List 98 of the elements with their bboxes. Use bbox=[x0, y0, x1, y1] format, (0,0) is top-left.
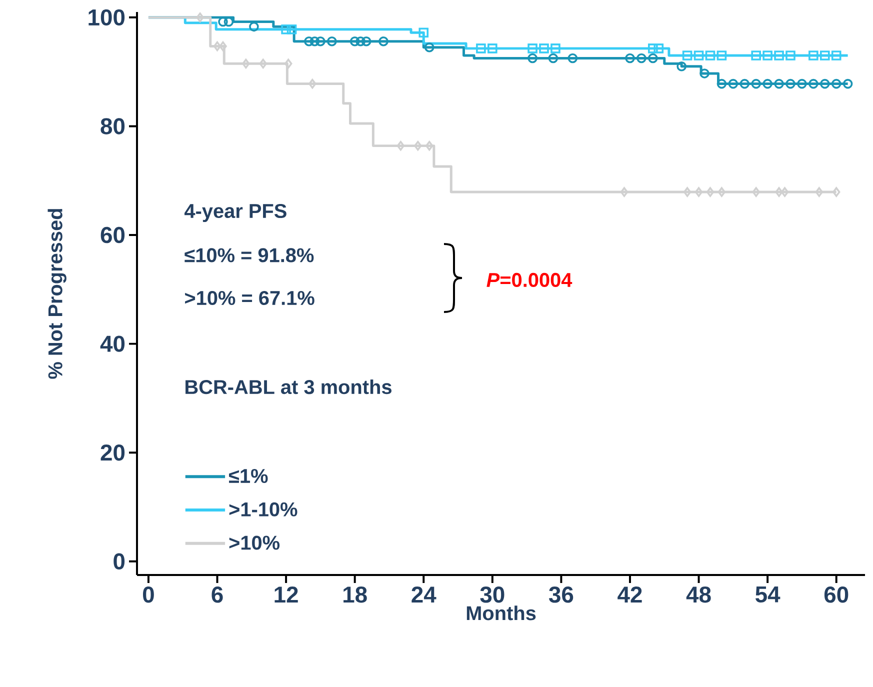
point bbox=[378, 36, 388, 46]
point bbox=[396, 140, 405, 151]
point bbox=[762, 50, 772, 60]
y-tick-label: 100 bbox=[88, 9, 125, 26]
point bbox=[700, 68, 710, 78]
point bbox=[832, 187, 840, 197]
point bbox=[620, 187, 628, 197]
point bbox=[528, 44, 538, 54]
point bbox=[196, 12, 204, 22]
point bbox=[706, 187, 714, 197]
point bbox=[425, 140, 434, 151]
x-tick-label: 30 bbox=[480, 586, 504, 603]
point bbox=[762, 78, 772, 89]
point bbox=[682, 50, 692, 60]
point bbox=[648, 44, 658, 54]
x-tick-label: 6 bbox=[212, 586, 223, 603]
point bbox=[648, 53, 658, 64]
x-tick-label: 0 bbox=[143, 586, 154, 603]
point bbox=[808, 78, 818, 89]
point bbox=[361, 36, 372, 46]
point bbox=[751, 50, 761, 60]
point bbox=[774, 78, 784, 89]
annotation: 4-year PFS bbox=[184, 204, 286, 222]
annotation: ≤10% = 91.8% bbox=[184, 248, 314, 262]
y-axis-title: % Not Progressed bbox=[48, 209, 66, 379]
x-tick-label: 12 bbox=[274, 586, 298, 603]
point bbox=[259, 58, 268, 69]
point bbox=[550, 44, 560, 54]
point bbox=[249, 22, 259, 32]
y-tick-label: 20 bbox=[100, 444, 125, 461]
point bbox=[539, 44, 549, 54]
point bbox=[316, 36, 326, 46]
point bbox=[740, 78, 750, 89]
point bbox=[797, 78, 807, 89]
point bbox=[528, 53, 538, 64]
point bbox=[752, 187, 760, 197]
point bbox=[820, 50, 830, 60]
x-tick-label: 36 bbox=[548, 586, 574, 603]
x-tick-label: 42 bbox=[618, 586, 642, 603]
x-axis-title: Months bbox=[466, 606, 536, 620]
point bbox=[831, 78, 842, 89]
legend-label: >1-10% bbox=[229, 502, 298, 516]
point bbox=[356, 36, 366, 46]
point bbox=[831, 50, 842, 60]
point bbox=[683, 187, 692, 197]
point bbox=[786, 50, 796, 60]
point bbox=[728, 78, 738, 89]
point bbox=[636, 53, 646, 64]
point bbox=[488, 44, 498, 54]
point bbox=[815, 187, 824, 197]
point bbox=[284, 58, 292, 69]
x-tick-label: 48 bbox=[686, 586, 711, 603]
point bbox=[242, 58, 250, 69]
point bbox=[548, 53, 558, 64]
y-tick-label: 60 bbox=[100, 226, 125, 244]
point bbox=[808, 50, 818, 60]
point bbox=[694, 187, 703, 197]
point bbox=[219, 41, 227, 52]
point bbox=[568, 53, 578, 64]
y-tick-label: 0 bbox=[114, 553, 125, 570]
legend-label: >10% bbox=[229, 536, 280, 550]
point bbox=[327, 36, 337, 46]
legend-title: BCR-ABL at 3 months bbox=[186, 379, 392, 394]
y-tick-label: 80 bbox=[100, 118, 125, 134]
point bbox=[424, 42, 434, 52]
point bbox=[350, 36, 360, 46]
annotation: >10% = 67.1% bbox=[185, 290, 314, 306]
point bbox=[418, 28, 429, 38]
x-tick-label: 54 bbox=[756, 586, 780, 602]
point bbox=[716, 50, 727, 60]
point bbox=[751, 78, 761, 89]
point bbox=[775, 187, 783, 197]
point bbox=[786, 78, 796, 89]
point bbox=[780, 187, 789, 197]
point bbox=[820, 78, 830, 89]
point bbox=[476, 44, 486, 54]
point bbox=[654, 44, 664, 54]
point bbox=[774, 50, 784, 60]
x-tick-label: 24 bbox=[412, 586, 436, 603]
point bbox=[676, 61, 686, 72]
legend-label: ≤1% bbox=[229, 468, 268, 483]
point bbox=[304, 36, 314, 46]
point bbox=[842, 78, 853, 89]
point bbox=[625, 53, 635, 64]
x-tick-label: 18 bbox=[344, 586, 367, 603]
point bbox=[213, 41, 222, 52]
point bbox=[286, 24, 297, 34]
x-tick-label: 60 bbox=[824, 586, 848, 603]
point bbox=[308, 78, 316, 89]
point bbox=[414, 140, 422, 151]
point bbox=[716, 78, 727, 89]
point bbox=[718, 187, 726, 197]
point bbox=[281, 24, 291, 34]
y-tick-label: 40 bbox=[100, 336, 125, 352]
point bbox=[310, 36, 320, 46]
annotation: P=0.0004 bbox=[486, 272, 572, 288]
point bbox=[694, 50, 704, 60]
point bbox=[705, 50, 716, 60]
